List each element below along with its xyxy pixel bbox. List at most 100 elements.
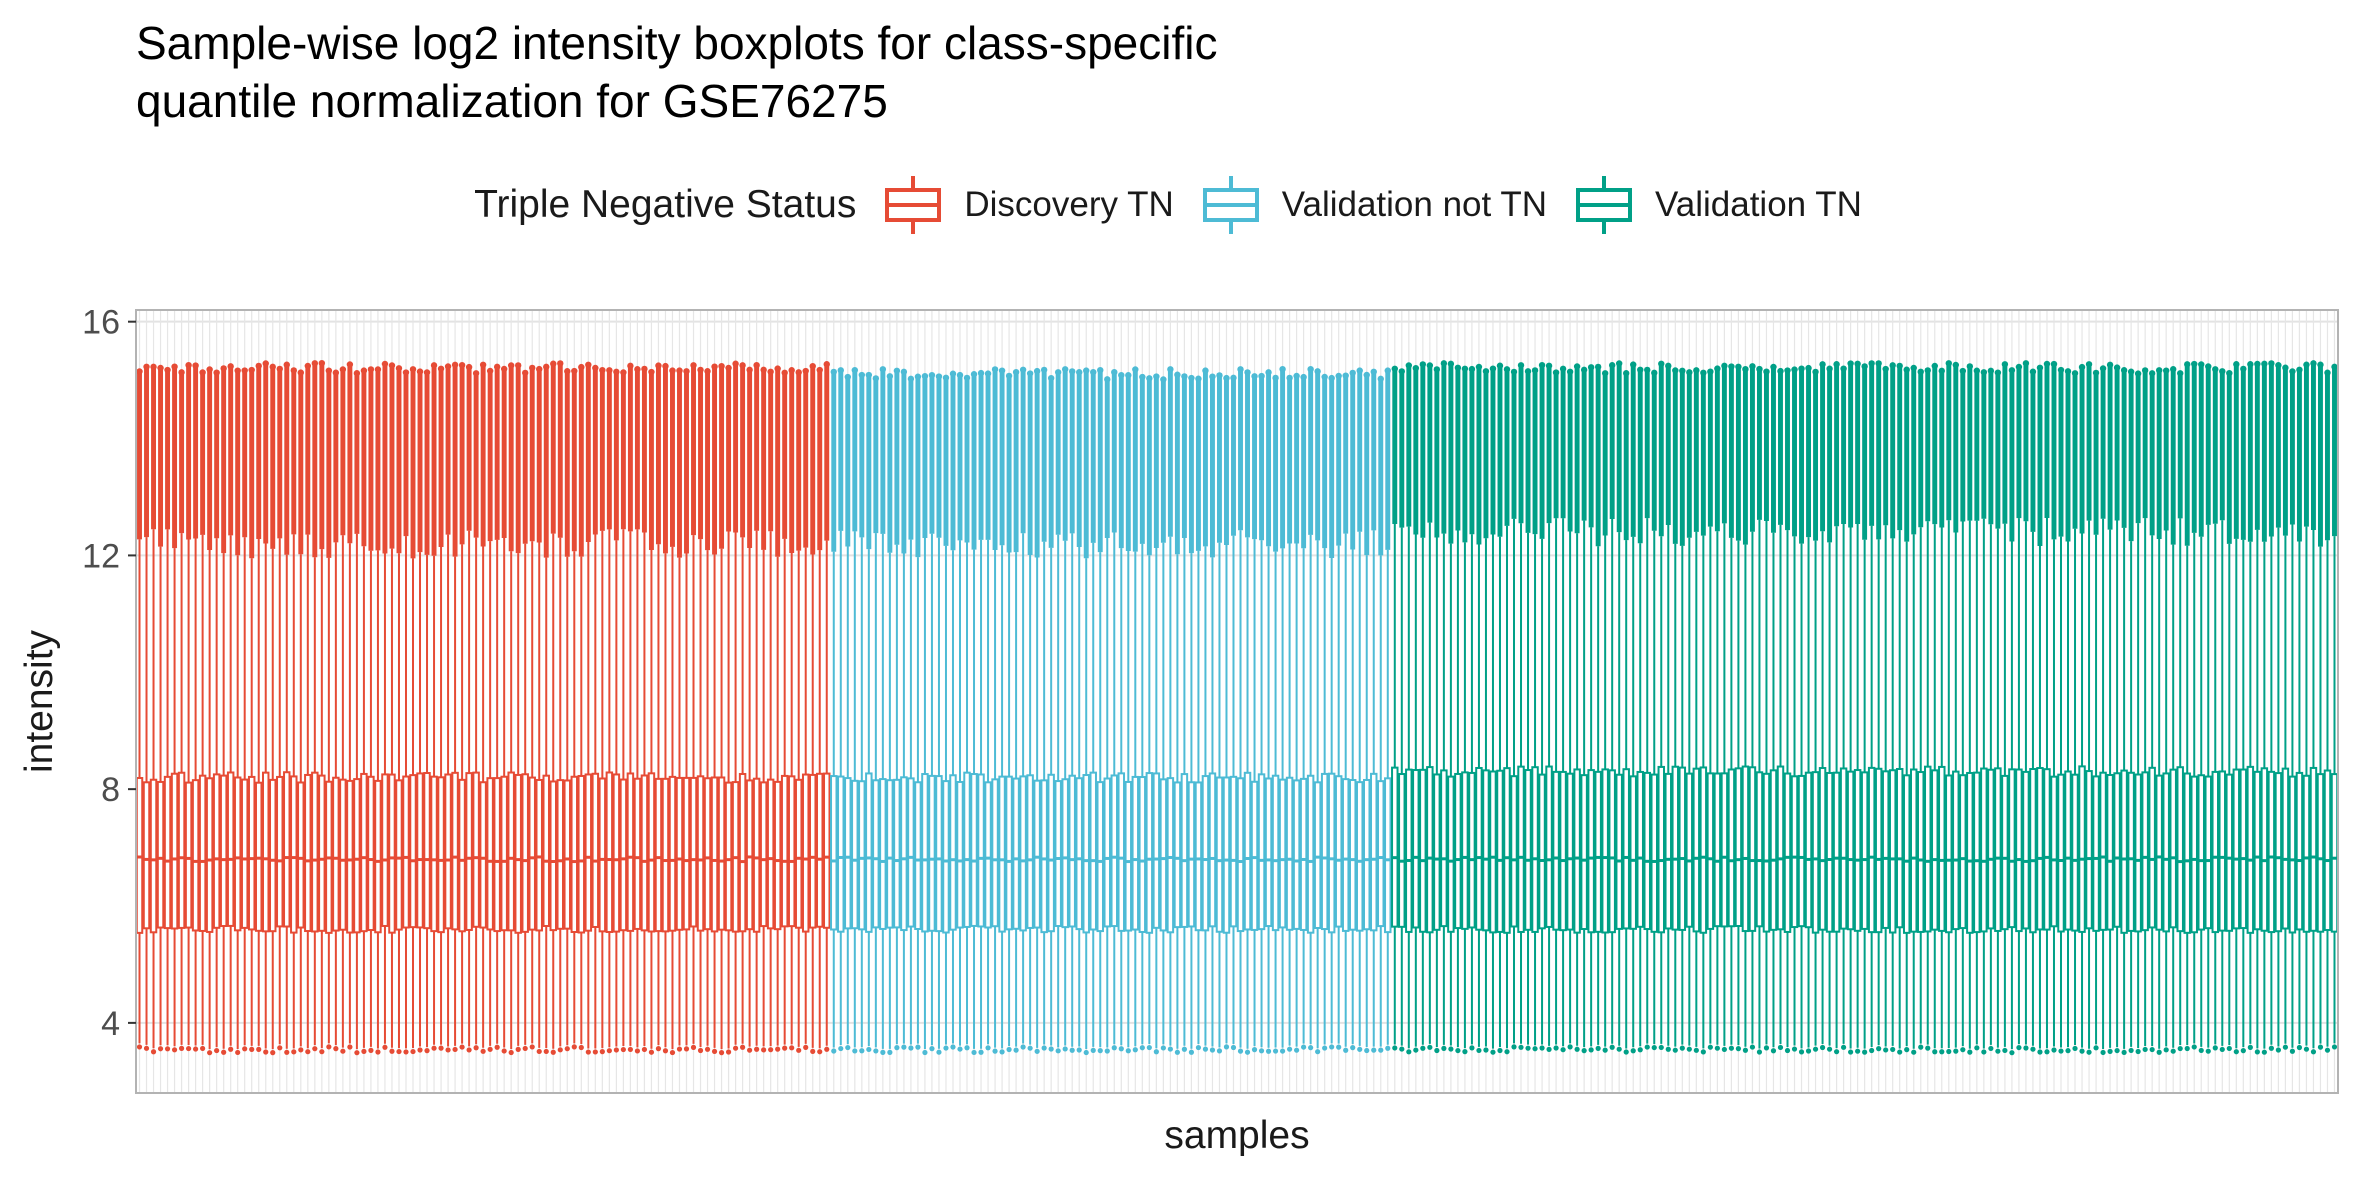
series-discovery-tn: [135, 359, 831, 1056]
outlier-point-low: [291, 1049, 297, 1055]
outlier-point: [634, 366, 641, 373]
iqr-box: [675, 776, 684, 931]
outlier-point-low: [1539, 1045, 1545, 1051]
legend-label-validation-not-tn: Validation not TN: [1281, 185, 1547, 224]
outlier-point: [718, 362, 725, 370]
boxplot-sample: [1341, 372, 1350, 1053]
iqr-box: [2057, 773, 2065, 933]
iqr-box: [1355, 781, 1364, 932]
iqr-box: [935, 775, 943, 933]
iqr-box: [612, 773, 621, 933]
iqr-box: [1173, 781, 1182, 929]
outlier-point: [2177, 370, 2184, 377]
outlier-point: [2162, 367, 2170, 374]
outlier-point: [767, 368, 774, 375]
outlier-point: [2029, 368, 2037, 375]
outlier-point-low: [1076, 1047, 1082, 1053]
iqr-box: [507, 771, 515, 932]
boxplot-sample: [402, 369, 410, 1055]
boxplot-sample: [444, 363, 452, 1053]
outlier-point-low: [2121, 1049, 2127, 1056]
boxplot-sample: [1959, 367, 1967, 1053]
outlier-point-low: [1413, 1047, 1419, 1053]
iqr-box: [360, 772, 368, 933]
boxplot-sample: [318, 359, 326, 1055]
outlier-point: [1931, 362, 1938, 370]
outlier-point-low: [894, 1045, 900, 1051]
boxplot-sample: [1461, 365, 1469, 1055]
outlier-point: [1321, 373, 1328, 381]
outlier-point: [655, 362, 662, 369]
outlier-point: [171, 363, 178, 370]
outlier-point-low: [1167, 1046, 1173, 1052]
boxplot-sample: [612, 368, 621, 1053]
outlier-point: [2331, 363, 2338, 371]
boxplot-sample: [1278, 365, 1287, 1054]
outlier-point: [732, 360, 739, 367]
iqr-box: [2323, 769, 2332, 932]
boxplot-sample: [514, 362, 522, 1052]
outlier-point-low: [824, 1046, 830, 1052]
boxplot-sample: [1377, 375, 1385, 1053]
outlier-point: [1580, 366, 1588, 374]
boxplot-sample: [2085, 361, 2093, 1055]
outlier-point-low: [592, 1049, 598, 1055]
boxplot-sample: [1517, 362, 1525, 1050]
boxplot-sample: [1475, 363, 1483, 1054]
boxplot-sample: [661, 362, 670, 1054]
outlier-point-low: [711, 1048, 718, 1055]
iqr-box: [521, 773, 529, 933]
boxplot-sample: [2127, 368, 2135, 1054]
legend-label-discovery-tn: Discovery TN: [964, 185, 1174, 224]
iqr-box: [886, 779, 894, 929]
outlier-point-low: [1511, 1044, 1517, 1050]
boxplot-sample: [2099, 365, 2107, 1056]
outlier-point-low: [2177, 1045, 2183, 1052]
outlier-point-low: [1665, 1046, 1671, 1052]
y-tick-label-8: 8: [101, 771, 120, 809]
boxplot-sample: [507, 362, 515, 1056]
outlier-point-low: [312, 1046, 318, 1052]
outlier-point: [199, 369, 206, 376]
outlier-point-low: [1791, 1046, 1798, 1052]
boxplot-sample: [1510, 368, 1518, 1050]
outlier-point: [1300, 373, 1307, 381]
outlier-point: [872, 375, 880, 382]
outlier-point: [1651, 369, 1658, 377]
iqr-box: [605, 771, 614, 933]
boxplot-sample: [1888, 362, 1897, 1053]
outlier-point-low: [1251, 1047, 1258, 1053]
iqr-box: [682, 776, 691, 931]
outlier-point: [1468, 365, 1476, 373]
outlier-point: [1061, 366, 1069, 373]
outlier-point-low: [1097, 1048, 1103, 1054]
iqr-box: [851, 779, 859, 930]
iqr-box: [837, 775, 845, 933]
outlier-point: [2275, 362, 2282, 369]
outlier-point-low: [508, 1049, 514, 1056]
outlier-point-low: [1904, 1047, 1910, 1053]
boxplot-sample: [1706, 368, 1715, 1050]
iqr-box: [2043, 768, 2051, 931]
outlier-point: [683, 368, 690, 375]
iqr-box: [177, 771, 186, 929]
boxplot-sample: [2274, 362, 2283, 1053]
iqr-box: [1853, 769, 1862, 932]
outlier-point: [2127, 368, 2135, 375]
outlier-point: [1132, 366, 1139, 373]
iqr-box: [1573, 768, 1581, 934]
outlier-point-low: [775, 1046, 781, 1052]
iqr-box: [1327, 772, 1336, 934]
boxplot-sample: [858, 371, 866, 1054]
iqr-box: [1278, 778, 1287, 929]
outlier-point: [1784, 367, 1791, 374]
outlier-point: [1566, 368, 1574, 376]
outlier-point: [1258, 372, 1265, 380]
outlier-point: [564, 368, 571, 375]
iqr-box: [1902, 774, 1911, 934]
boxplot-sample: [2309, 360, 2318, 1055]
boxplot-sample: [1664, 362, 1673, 1052]
iqr-box: [416, 772, 424, 929]
boxplot-sample: [1145, 375, 1154, 1051]
iqr-box: [226, 771, 235, 927]
